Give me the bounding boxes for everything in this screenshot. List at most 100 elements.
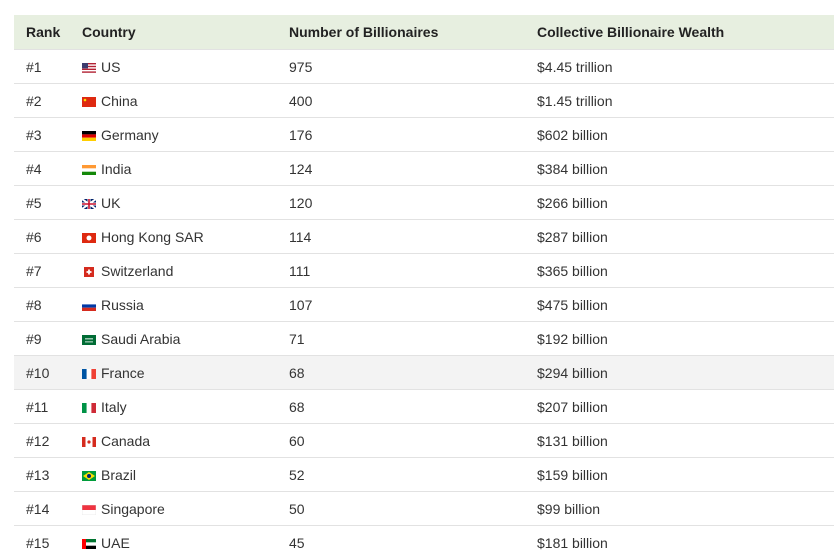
country: Hong Kong SAR xyxy=(101,229,204,245)
rank: #10 xyxy=(26,365,49,381)
rank: #8 xyxy=(26,297,42,313)
table-cell: 111 xyxy=(289,254,537,288)
table-cell: Hong Kong SAR xyxy=(82,220,289,254)
rank: #15 xyxy=(26,535,49,551)
table-cell: 107 xyxy=(289,288,537,322)
flag-icon xyxy=(82,97,96,107)
table-cell: 71 xyxy=(289,322,537,356)
table-row: #2 China 400 $1.45 trillion xyxy=(14,84,834,118)
flag-icon xyxy=(82,301,96,311)
flag-icon xyxy=(82,539,96,549)
table-cell: $159 billion xyxy=(537,458,834,492)
rank: #4 xyxy=(26,161,42,177)
billionaire-count: 107 xyxy=(289,297,312,313)
billionaire-count: 114 xyxy=(289,229,311,245)
country: Russia xyxy=(101,297,144,313)
country: Saudi Arabia xyxy=(101,331,180,347)
country: France xyxy=(101,365,145,381)
flag-icon xyxy=(82,267,96,277)
table-cell: #14 xyxy=(14,492,82,526)
table-cell: 45 xyxy=(289,526,537,559)
rank: #5 xyxy=(26,195,42,211)
table-cell: 400 xyxy=(289,84,537,118)
table-cell: #10 xyxy=(14,356,82,390)
table-row: #10 France 68 $294 billion xyxy=(14,356,834,390)
flag-icon xyxy=(82,505,96,515)
billionaire-count: 68 xyxy=(289,365,305,381)
table-cell: $207 billion xyxy=(537,390,834,424)
table-cell: 176 xyxy=(289,118,537,152)
country: Canada xyxy=(101,433,150,449)
table-cell: #4 xyxy=(14,152,82,186)
billionaire-count: 50 xyxy=(289,501,305,517)
flag-icon xyxy=(82,471,96,481)
country: China xyxy=(101,93,138,109)
wealth: $294 billion xyxy=(537,365,608,381)
table-cell: Singapore xyxy=(82,492,289,526)
wealth: $181 billion xyxy=(537,535,608,551)
flag-icon xyxy=(82,369,96,379)
table-cell: $1.45 trillion xyxy=(537,84,834,118)
table-cell: Switzerland xyxy=(82,254,289,288)
table-cell: #12 xyxy=(14,424,82,458)
table-cell: #8 xyxy=(14,288,82,322)
billionaire-count: 400 xyxy=(289,93,312,109)
billionaire-count: 71 xyxy=(289,331,305,347)
table-row: #8 Russia 107 $475 billion xyxy=(14,288,834,322)
billionaire-count: 45 xyxy=(289,535,305,551)
table-cell: UK xyxy=(82,186,289,220)
table-cell: $602 billion xyxy=(537,118,834,152)
flag-icon xyxy=(82,437,96,447)
table-cell: Russia xyxy=(82,288,289,322)
table-cell: $475 billion xyxy=(537,288,834,322)
table-cell: #2 xyxy=(14,84,82,118)
table-cell: 68 xyxy=(289,390,537,424)
header-row: Rank Country Number of Billionaires Coll… xyxy=(14,15,834,50)
table-cell: Canada xyxy=(82,424,289,458)
table-cell: France xyxy=(82,356,289,390)
flag-icon xyxy=(82,199,96,209)
header-cell: Rank xyxy=(14,15,82,50)
table-cell: China xyxy=(82,84,289,118)
flag-icon xyxy=(82,131,96,141)
table-cell: $4.45 trillion xyxy=(537,50,834,84)
rank: #2 xyxy=(26,93,42,109)
table-cell: #1 xyxy=(14,50,82,84)
table-cell: #5 xyxy=(14,186,82,220)
table-cell: $131 billion xyxy=(537,424,834,458)
table-cell: $192 billion xyxy=(537,322,834,356)
country: UK xyxy=(101,195,120,211)
billionaire-count: 124 xyxy=(289,161,312,177)
table-cell: #15 xyxy=(14,526,82,559)
table-cell: $266 billion xyxy=(537,186,834,220)
table-cell: $287 billion xyxy=(537,220,834,254)
billionaire-count: 68 xyxy=(289,399,305,415)
table-header: Rank Country Number of Billionaires Coll… xyxy=(14,15,834,50)
table-cell: US xyxy=(82,50,289,84)
table-cell: Germany xyxy=(82,118,289,152)
table-cell: #6 xyxy=(14,220,82,254)
wealth: $384 billion xyxy=(537,161,608,177)
rank: #3 xyxy=(26,127,42,143)
header-cell: Country xyxy=(82,15,289,50)
table-cell: $99 billion xyxy=(537,492,834,526)
header-cell: Number of Billionaires xyxy=(289,15,537,50)
billionaire-count: 975 xyxy=(289,59,312,75)
rank: #6 xyxy=(26,229,42,245)
table-cell: #11 xyxy=(14,390,82,424)
flag-icon xyxy=(82,335,96,345)
table-cell: $365 billion xyxy=(537,254,834,288)
flag-icon xyxy=(82,403,96,413)
table-cell: 68 xyxy=(289,356,537,390)
wealth: $287 billion xyxy=(537,229,608,245)
flag-icon xyxy=(82,165,96,175)
wealth: $4.45 trillion xyxy=(537,59,613,75)
billionaire-count: 176 xyxy=(289,127,312,143)
country: US xyxy=(101,59,120,75)
wealth: $365 billion xyxy=(537,263,608,279)
